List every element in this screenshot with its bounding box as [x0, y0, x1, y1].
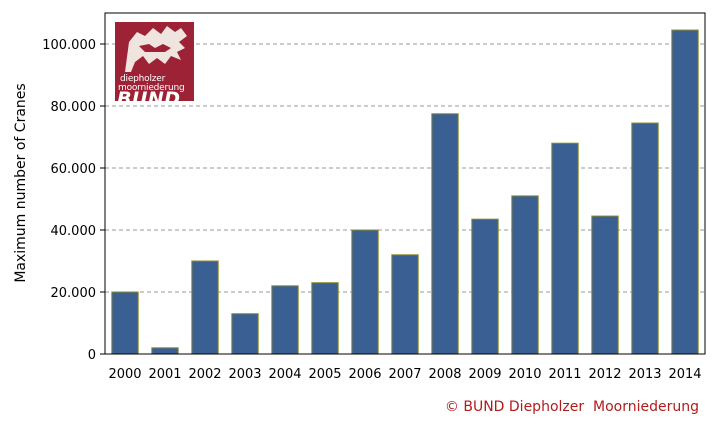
bar-2002 — [191, 260, 219, 355]
bar-2008 — [431, 113, 459, 355]
bar-2009 — [471, 218, 499, 355]
logo-line-1: diepholzer — [120, 74, 166, 84]
y-tick-label: 20.000 — [51, 286, 97, 301]
x-tick-label: 2014 — [668, 367, 701, 382]
logo-line-2: moorniederung — [118, 83, 185, 93]
copyright-notice: © BUND Diepholzer Moorniederung — [444, 399, 699, 415]
x-tick-label: 2007 — [388, 367, 421, 382]
bar-2012 — [591, 215, 619, 355]
bar-2004 — [271, 285, 299, 355]
x-tick-label: 2010 — [508, 367, 541, 382]
bar-2010 — [511, 195, 539, 355]
x-tick-label: 2004 — [268, 367, 301, 382]
axes — [104, 12, 706, 355]
x-tick-label: 2002 — [188, 367, 221, 382]
bar-2014 — [671, 29, 699, 355]
bar-2006 — [351, 229, 379, 355]
bar-2001 — [151, 347, 179, 355]
x-tick-label: 2006 — [348, 367, 381, 382]
y-tick-label: 80.000 — [51, 100, 97, 115]
bar-2003 — [231, 313, 259, 355]
bar-2011 — [551, 142, 579, 355]
x-tick-label: 2003 — [228, 367, 261, 382]
x-tick-label: 2001 — [148, 367, 181, 382]
bar-2000 — [111, 291, 139, 355]
bar-2013 — [631, 122, 659, 355]
bar-2005 — [311, 282, 339, 355]
y-tick-label: 60.000 — [51, 162, 97, 177]
x-tick-label: 2000 — [108, 367, 141, 382]
x-tick-labels: 2000 2001 2002 2003 2004 2005 2006 2007 2008 2009… — [108, 367, 701, 382]
x-tick-label: 2009 — [468, 367, 501, 382]
y-tick-labels: 0 20.000 40.000 60.000 80.000 100.000 — [42, 38, 105, 363]
logo-brand: BUND — [117, 88, 181, 102]
bar-2007 — [391, 254, 419, 355]
plot-frame — [104, 12, 706, 355]
crane-silhouette-icon — [125, 26, 187, 72]
y-tick-label: 40.000 — [51, 224, 97, 239]
y-tick-label: 100.000 — [42, 38, 96, 53]
x-tick-label: 2012 — [588, 367, 621, 382]
x-tick-label: 2008 — [428, 367, 461, 382]
x-tick-label: 2005 — [308, 367, 341, 382]
y-tick-label: 0 — [88, 348, 96, 363]
bund-logo: diepholzer moorniederung BUND — [115, 22, 194, 101]
bars — [111, 29, 699, 355]
x-tick-label: 2011 — [548, 367, 581, 382]
y-axis-title: Maximum number of Cranes — [13, 83, 29, 282]
x-tick-label: 2013 — [628, 367, 661, 382]
